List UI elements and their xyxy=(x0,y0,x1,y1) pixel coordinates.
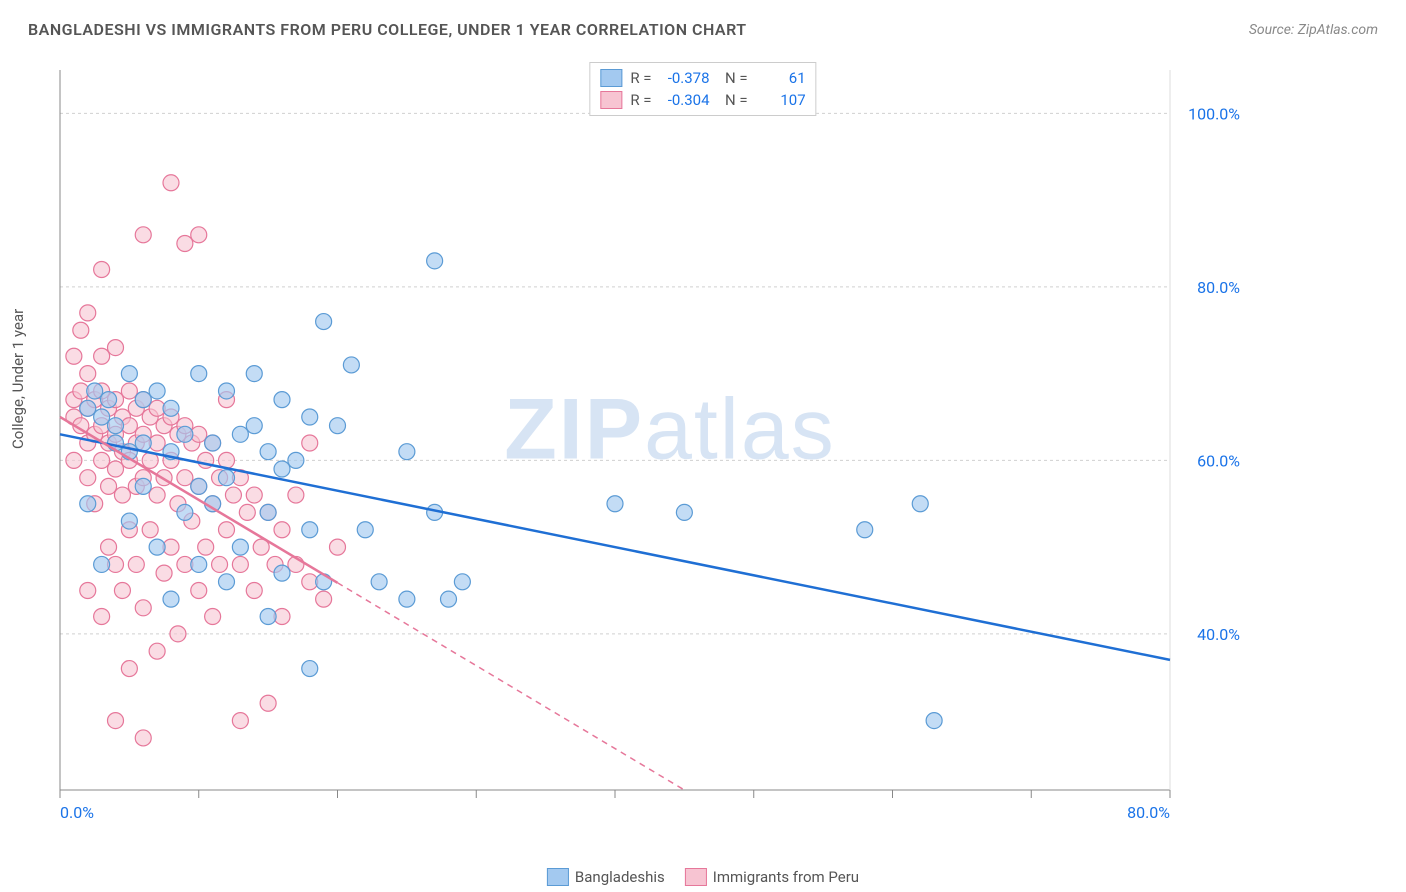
scatter-chart: 0.0% 80.0% 40.0% 60.0% 80.0% 100.0% xyxy=(50,60,1290,830)
r-value-bangladeshi: -0.378 xyxy=(660,69,710,87)
svg-text:0.0%: 0.0% xyxy=(60,803,94,822)
source-attribution: Source: ZipAtlas.com xyxy=(1249,22,1378,38)
r-label: R = xyxy=(630,91,651,109)
n-value-bangladeshi: 61 xyxy=(756,69,806,87)
legend-item-bangladeshi: Bangladeshis xyxy=(547,868,665,886)
svg-text:80.0%: 80.0% xyxy=(1127,803,1170,822)
r-value-peru: -0.304 xyxy=(660,91,710,109)
swatch-bangladeshi-icon xyxy=(547,868,569,886)
swatch-peru xyxy=(600,91,622,109)
stats-row-bangladeshi: R = -0.378 N = 61 xyxy=(600,67,805,89)
legend-item-peru: Immigrants from Peru xyxy=(685,868,859,886)
y-axis-label: College, Under 1 year xyxy=(9,309,27,449)
n-label: N = xyxy=(718,91,748,109)
svg-text:80.0%: 80.0% xyxy=(1197,278,1240,297)
swatch-bangladeshi xyxy=(600,69,622,87)
svg-text:60.0%: 60.0% xyxy=(1197,451,1240,470)
chart-title: BANGLADESHI VS IMMIGRANTS FROM PERU COLL… xyxy=(28,20,747,39)
svg-text:100.0%: 100.0% xyxy=(1188,104,1240,123)
series-legend: Bangladeshis Immigrants from Peru xyxy=(547,868,859,886)
stats-row-peru: R = -0.304 N = 107 xyxy=(600,89,805,111)
legend-label-peru: Immigrants from Peru xyxy=(713,868,859,886)
svg-text:40.0%: 40.0% xyxy=(1197,625,1240,644)
r-label: R = xyxy=(630,69,651,87)
chart-area: ZIPatlas 0.0%80.0%40.0%60.0%80.0%100.0% xyxy=(50,60,1290,830)
n-label: N = xyxy=(718,69,748,87)
legend-label-bangladeshi: Bangladeshis xyxy=(575,868,665,886)
n-value-peru: 107 xyxy=(756,91,806,109)
stats-legend: R = -0.378 N = 61 R = -0.304 N = 107 xyxy=(589,62,816,116)
swatch-peru-icon xyxy=(685,868,707,886)
